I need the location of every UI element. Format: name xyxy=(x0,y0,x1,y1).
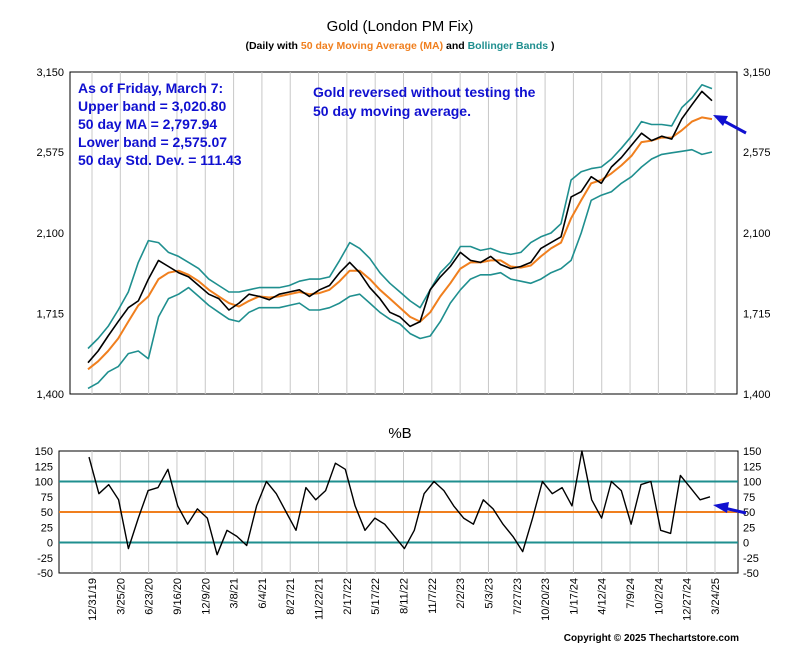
pb-ytick-left: 150 xyxy=(35,446,53,458)
series-lower-band xyxy=(87,148,713,390)
price-ytick-right: 2,100 xyxy=(743,228,771,240)
x-tick-label: 1/17/24 xyxy=(568,578,580,615)
x-tick-label: 7/27/23 xyxy=(512,578,524,615)
pb-ytick-right: 50 xyxy=(743,507,755,519)
x-tick-label: 5/17/22 xyxy=(370,578,382,615)
pb-ytick-left: -25 xyxy=(37,553,53,565)
pb-ytick-right: 0 xyxy=(743,538,749,550)
pb-arrow xyxy=(713,502,747,515)
pb-ytick-right: 75 xyxy=(743,492,755,504)
price-y-axis: 1,400 1,400 1,715 1,715 2,100 2,100 2,575 2,575… xyxy=(36,67,770,401)
pb-ytick-left: 100 xyxy=(35,477,53,489)
x-tick-label: 8/27/21 xyxy=(285,578,297,615)
subtitle-suffix: ) xyxy=(551,40,555,52)
x-tick-label: 12/9/20 xyxy=(200,578,212,615)
chart-subtitle: (Daily with 50 day Moving Average (MA) a… xyxy=(245,40,554,52)
price-ytick-left: 1,400 xyxy=(36,389,64,401)
info-line-stddev: 50 day Std. Dev. = 111.43 xyxy=(78,152,242,168)
price-ytick-left: 2,100 xyxy=(36,228,64,240)
pb-ytick-left: 25 xyxy=(41,522,53,534)
pb-ytick-right: 125 xyxy=(743,461,761,473)
pb-ytick-left: 125 xyxy=(35,461,53,473)
price-ytick-left: 3,150 xyxy=(36,67,64,79)
price-ytick-right: 3,150 xyxy=(743,67,771,79)
x-tick-label: 12/31/19 xyxy=(87,578,99,621)
annotation-line-2: 50 day moving average. xyxy=(313,103,471,119)
price-ytick-right: 1,400 xyxy=(743,389,771,401)
x-tick-label: 10/2/24 xyxy=(653,578,665,615)
info-box: As of Friday, March 7: Upper band = 3,02… xyxy=(78,80,242,168)
pb-series-group xyxy=(59,450,738,556)
x-tick-label: 7/9/24 xyxy=(625,578,637,609)
price-ytick-left: 1,715 xyxy=(36,308,64,320)
pb-ytick-right: 150 xyxy=(743,446,761,458)
pb-ytick-left: 75 xyxy=(41,492,53,504)
subtitle-mid: and xyxy=(446,40,468,52)
x-tick-label: 11/7/22 xyxy=(427,578,439,614)
pb-ytick-left: -50 xyxy=(37,568,53,580)
pb-ytick-left: 50 xyxy=(41,507,53,519)
x-tick-label: 6/23/20 xyxy=(144,578,156,615)
subtitle-prefix: (Daily with xyxy=(245,40,300,52)
price-ytick-left: 2,575 xyxy=(36,147,64,159)
copyright: Copyright © 2025 Thechartstore.com xyxy=(564,633,739,644)
x-tick-label: 6/4/21 xyxy=(257,578,269,609)
price-ytick-right: 2,575 xyxy=(743,147,771,159)
series-upper-band xyxy=(87,84,713,350)
x-tick-label: 2/17/22 xyxy=(342,578,354,615)
pb-ytick-right: -50 xyxy=(743,568,759,580)
x-tick-label: 12/27/24 xyxy=(682,578,694,621)
subtitle-bb: Bollinger Bands xyxy=(468,40,549,52)
series-50-day-moving-average-ma xyxy=(87,116,713,371)
x-tick-label: 2/2/23 xyxy=(455,578,467,609)
pb-title: %B xyxy=(388,425,411,442)
x-tick-label: 3/25/20 xyxy=(115,578,127,615)
series-gold xyxy=(87,90,713,364)
pb-ytick-right: 100 xyxy=(743,477,761,489)
x-tick-label: 10/20/23 xyxy=(540,578,552,621)
x-tick-label: 9/16/20 xyxy=(172,578,184,615)
price-ytick-right: 1,715 xyxy=(743,308,771,320)
date-axis: 12/31/19 3/25/20 6/23/20 9/16/20 12/9/20 3/8/… xyxy=(87,578,722,621)
x-tick-label: 5/3/23 xyxy=(483,578,495,609)
x-tick-label: 8/11/22 xyxy=(399,578,411,614)
pb-panel: -50 -50 -25 -25 0 0 25 25 50 50 75 75 100 100 125 125 15… xyxy=(35,446,762,580)
pb-y-axis: -50 -50 -25 -25 0 0 25 25 50 50 75 75 100 100 125 125 15… xyxy=(35,446,762,580)
x-tick-label: 11/22/21 xyxy=(314,578,326,620)
info-line-upper: Upper band = 3,020.80 xyxy=(78,98,226,114)
info-line-date: As of Friday, March 7: xyxy=(78,80,223,96)
x-tick-label: 4/12/24 xyxy=(597,578,609,615)
pb-ytick-left: 0 xyxy=(47,538,53,550)
series-percent-b xyxy=(88,450,711,556)
info-line-lower: Lower band = 2,575.07 xyxy=(78,134,227,150)
price-arrow xyxy=(713,115,747,135)
price-gridlines xyxy=(91,72,716,394)
price-panel: 1,400 1,400 1,715 1,715 2,100 2,100 2,575 2,575… xyxy=(36,67,770,401)
pb-ytick-right: -25 xyxy=(743,553,759,565)
annotation-line-1: Gold reversed without testing the xyxy=(313,84,536,100)
pb-ytick-right: 25 xyxy=(743,522,755,534)
subtitle-ma: 50 day Moving Average (MA) xyxy=(301,40,443,52)
x-tick-label: 3/8/21 xyxy=(229,578,241,609)
chart-title: Gold (London PM Fix) xyxy=(327,18,474,35)
x-tick-label: 3/24/25 xyxy=(710,578,722,615)
price-series-group xyxy=(87,84,713,390)
info-line-ma: 50 day MA = 2,797.94 xyxy=(78,116,217,132)
